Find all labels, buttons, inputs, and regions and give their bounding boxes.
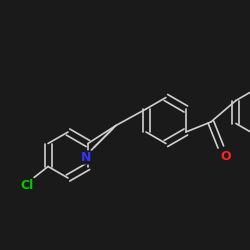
Text: Cl: Cl <box>20 179 34 192</box>
Text: N: N <box>81 151 91 164</box>
Text: O: O <box>220 150 231 164</box>
